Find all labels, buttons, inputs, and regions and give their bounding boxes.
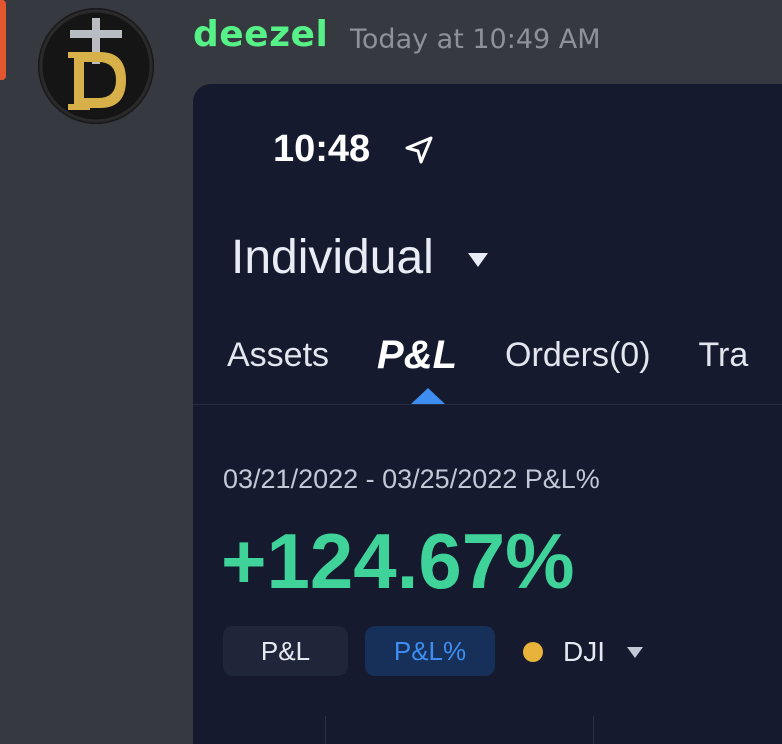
tab-assets[interactable]: Assets: [227, 335, 330, 374]
account-selector[interactable]: Individual: [231, 230, 488, 285]
chart-gridline: [593, 716, 594, 744]
attached-screenshot[interactable]: 10:48 Individual Assets P&L Orders(0) Tr…: [193, 84, 782, 744]
tab-orders[interactable]: Orders(0): [505, 335, 651, 374]
tab-pnl[interactable]: P&L: [377, 332, 458, 377]
pnl-percent-toggle-button[interactable]: P&L%: [365, 626, 495, 676]
account-name: Individual: [231, 231, 434, 284]
tab-bar: Assets P&L Orders(0) Tra: [227, 330, 782, 380]
divider: [193, 404, 782, 405]
avatar[interactable]: [38, 8, 154, 124]
chart-gridline: [325, 716, 326, 744]
pnl-percent-value: +124.67%: [221, 517, 575, 605]
dji-dot-icon: [523, 642, 543, 662]
index-selector[interactable]: DJI: [523, 636, 643, 668]
date-range-label: 03/21/2022 - 03/25/2022 P&L%: [223, 464, 600, 494]
message-timestamp: Today at 10:49 AM: [350, 24, 601, 55]
active-tab-indicator: [411, 388, 445, 404]
avatar-logo-icon: [39, 9, 153, 123]
pnl-toggle-button[interactable]: P&L: [223, 626, 348, 676]
status-bar-time: 10:48: [273, 128, 371, 170]
caret-down-icon: [467, 252, 488, 267]
username[interactable]: deezel: [193, 14, 329, 55]
tab-trades[interactable]: Tra: [698, 335, 749, 374]
location-arrow-icon: [405, 136, 433, 164]
index-selector-label: DJI: [563, 636, 605, 667]
caret-down-icon: [627, 646, 643, 658]
left-accent-bar: [0, 0, 6, 80]
